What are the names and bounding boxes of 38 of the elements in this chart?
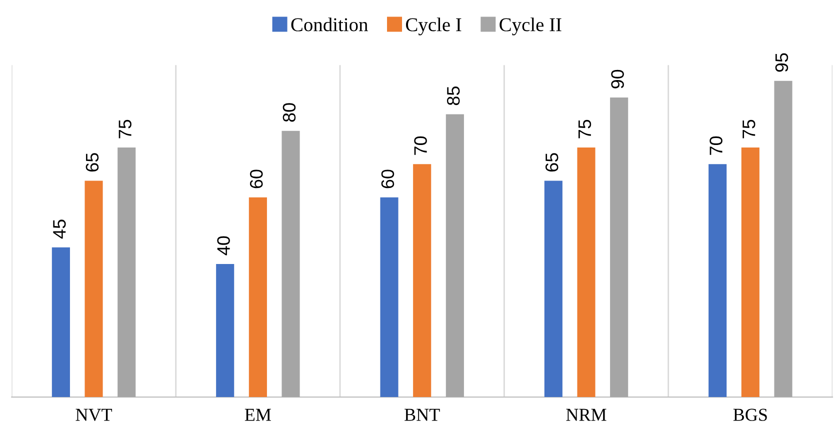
bar bbox=[446, 114, 464, 398]
bar bbox=[52, 247, 70, 398]
bar bbox=[544, 180, 562, 398]
legend-label: Cycle I bbox=[406, 18, 462, 36]
bar bbox=[84, 180, 103, 398]
data-label: 95 bbox=[775, 53, 788, 72]
bar bbox=[577, 147, 596, 398]
data-label: 80 bbox=[282, 103, 296, 122]
x-tick-label: BGS bbox=[733, 408, 767, 421]
bar bbox=[118, 147, 136, 398]
data-label: 65 bbox=[86, 153, 99, 172]
bar bbox=[380, 197, 398, 398]
data-label: 75 bbox=[578, 120, 592, 138]
legend-label: Cycle II bbox=[500, 18, 562, 36]
data-label: 70 bbox=[414, 136, 427, 155]
data-label: 45 bbox=[53, 220, 66, 239]
x-tick-label: BNT bbox=[404, 408, 440, 421]
bar bbox=[774, 80, 792, 398]
data-label: 65 bbox=[545, 153, 558, 172]
x-tick-label: EM bbox=[244, 408, 271, 421]
x-tick-label: NRM bbox=[566, 408, 606, 421]
data-label: 70 bbox=[710, 136, 722, 155]
bar bbox=[282, 130, 300, 398]
bar bbox=[216, 264, 234, 398]
data-label: 75 bbox=[118, 120, 132, 138]
data-label: 60 bbox=[250, 170, 263, 188]
legend-label: Condition bbox=[291, 18, 368, 32]
bar bbox=[248, 197, 267, 398]
bar bbox=[413, 164, 432, 398]
x-tick-label: NVT bbox=[76, 408, 112, 422]
bar bbox=[708, 164, 727, 398]
bar bbox=[741, 147, 760, 398]
data-label: 60 bbox=[381, 170, 394, 188]
data-label: 85 bbox=[446, 86, 460, 106]
data-label: 90 bbox=[611, 70, 624, 88]
data-label: 40 bbox=[217, 236, 230, 256]
bar bbox=[610, 98, 628, 398]
data-label: 75 bbox=[742, 120, 756, 138]
